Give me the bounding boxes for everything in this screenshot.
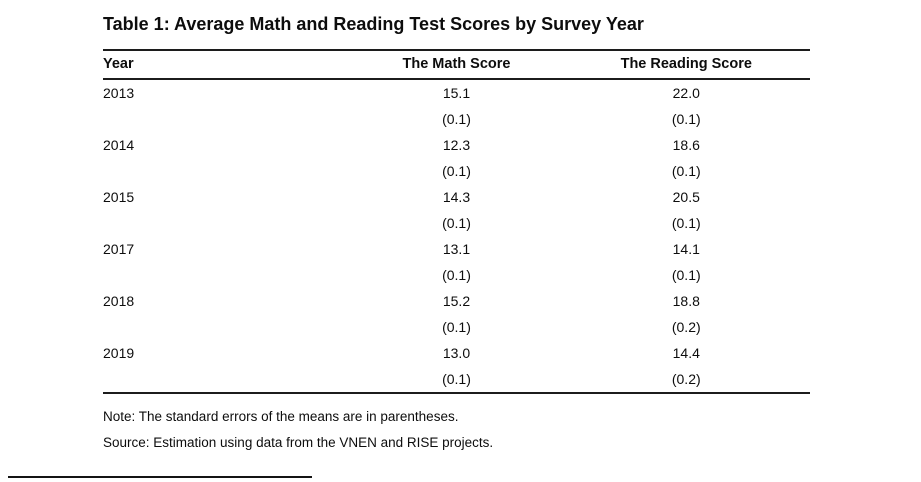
math-score-cell: 13.0 xyxy=(442,345,471,361)
year-cell: 2015 xyxy=(103,189,135,205)
math-score-cell: 14.3 xyxy=(442,189,471,205)
year-cell-empty xyxy=(103,262,350,288)
math-score-cell: 13.1 xyxy=(442,241,471,257)
math-score-cell: 12.3 xyxy=(442,137,471,153)
reading-score-cell: 14.4 xyxy=(672,345,700,361)
reading-score-cell: 18.6 xyxy=(672,137,700,153)
year-cell-empty xyxy=(103,106,350,132)
year-cell: 2013 xyxy=(103,85,135,101)
reading-se-cell: (0.1) xyxy=(671,163,701,179)
source-text: Source: Estimation using data from the V… xyxy=(103,435,494,450)
table-row-values: 2019 13.0 14.4 xyxy=(103,340,810,366)
year-cell: 2017 xyxy=(103,241,135,257)
col-header-year: Year xyxy=(103,56,134,72)
note-text: Note: The standard errors of the means a… xyxy=(103,409,459,424)
year-cell-empty xyxy=(103,158,350,184)
reading-se-cell: (0.1) xyxy=(671,111,701,127)
math-se-cell: (0.1) xyxy=(442,267,471,283)
table-row-standard-errors: (0.1) (0.1) xyxy=(103,158,810,184)
table-row-values: 2018 15.2 18.8 xyxy=(103,288,810,314)
table-notes: Note: The standard errors of the means a… xyxy=(103,404,810,456)
math-score-cell: 15.2 xyxy=(442,293,471,309)
col-header-reading-score: The Reading Score xyxy=(620,56,752,72)
year-cell-empty xyxy=(103,366,350,393)
math-se-cell: (0.1) xyxy=(442,215,471,231)
footnote-rule xyxy=(8,476,312,478)
reading-se-cell: (0.2) xyxy=(671,319,701,335)
table-row-standard-errors: (0.1) (0.2) xyxy=(103,314,810,340)
score-table-body: 2013 15.1 22.0 (0.1) (0.1) 2014 12.3 18.6 (0.1)(… xyxy=(103,79,810,393)
math-se-cell: (0.1) xyxy=(442,319,471,335)
table-row-values: 2015 14.3 20.5 xyxy=(103,184,810,210)
year-cell-empty xyxy=(103,210,350,236)
col-header-math-score: The Math Score xyxy=(402,56,511,72)
table-row-standard-errors: (0.1) (0.1) xyxy=(103,106,810,132)
table-row-standard-errors: (0.1) (0.1) xyxy=(103,210,810,236)
scores-table: Year The Math Score The Reading Score 20… xyxy=(103,49,810,394)
reading-se-cell: (0.2) xyxy=(671,371,701,387)
math-se-cell: (0.1) xyxy=(442,371,471,387)
math-se-cell: (0.1) xyxy=(442,111,471,127)
reading-se-cell: (0.1) xyxy=(671,267,701,283)
reading-score-cell: 14.1 xyxy=(672,241,700,257)
reading-se-cell: (0.1) xyxy=(671,215,701,231)
table-row-values: 2017 13.1 14.1 xyxy=(103,236,810,262)
year-cell: 2019 xyxy=(103,345,135,361)
reading-score-cell: 22.0 xyxy=(672,85,700,101)
year-cell-empty xyxy=(103,314,350,340)
math-score-cell: 15.1 xyxy=(442,85,471,101)
paper-table-block: Table 1: Average Math and Reading Test S… xyxy=(103,13,810,456)
reading-score-cell: 18.8 xyxy=(672,293,700,309)
table-row-standard-errors: (0.1) (0.2) xyxy=(103,366,810,393)
header-row: Year The Math Score The Reading Score xyxy=(103,50,810,79)
table-row-standard-errors: (0.1) (0.1) xyxy=(103,262,810,288)
year-cell: 2014 xyxy=(103,137,135,153)
reading-score-cell: 20.5 xyxy=(672,189,700,205)
math-se-cell: (0.1) xyxy=(442,163,471,179)
year-cell: 2018 xyxy=(103,293,135,309)
table-title: Table 1: Average Math and Reading Test S… xyxy=(103,14,644,34)
table-row-values: 2013 15.1 22.0 xyxy=(103,79,810,106)
table-header: Year The Math Score The Reading Score xyxy=(103,50,810,79)
table-row-values: 2014 12.3 18.6 xyxy=(103,132,810,158)
